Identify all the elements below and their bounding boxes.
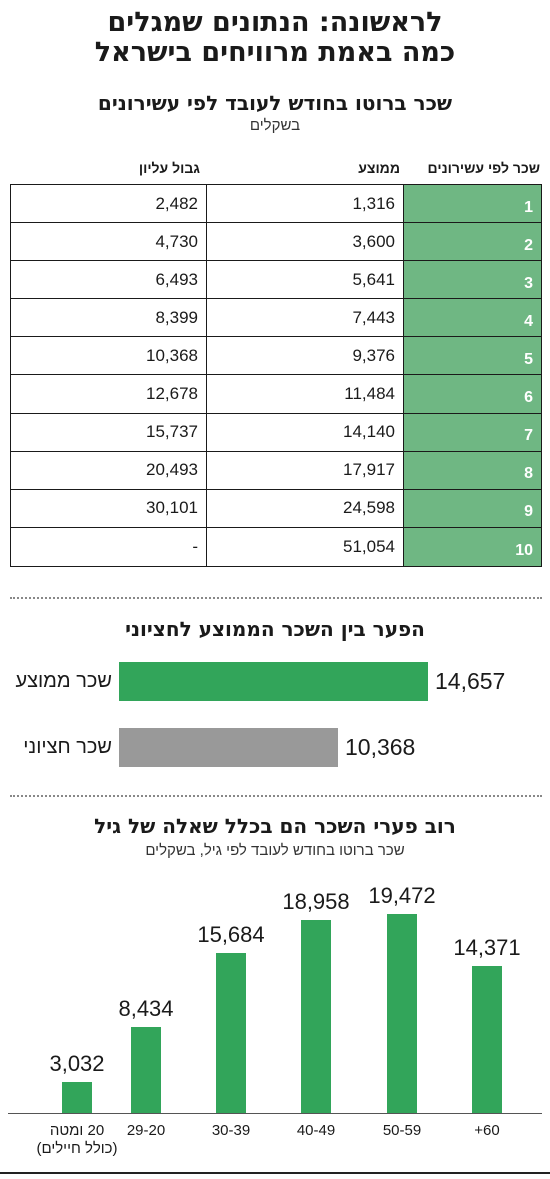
age-bar-value: 15,684: [197, 922, 265, 947]
average-cell: 5,641: [207, 261, 404, 299]
age-category-label: 50-59: [347, 1122, 457, 1140]
header-decile: שכר לפי עשירונים: [427, 160, 540, 176]
age-category-label: 40-49: [261, 1122, 371, 1140]
average-cell: 24,598: [207, 489, 404, 527]
age-bar: [62, 1082, 92, 1113]
table-row: 12,678 11,484 6: [11, 375, 541, 414]
section-divider: [10, 795, 542, 797]
table-title: שכר ברוטו בחודש לעובד לפי עשירונים: [97, 91, 453, 115]
average-cell: 9,376: [207, 337, 404, 375]
table-row: 6,493 5,641 3: [11, 261, 541, 300]
age-category-line: (כולל חיילים): [36, 1140, 118, 1157]
table-row: -51,054 10: [11, 527, 541, 566]
upper-bound-cell: 8,399: [11, 299, 207, 337]
decile-cell: 9: [404, 489, 541, 527]
average-cell: 51,054: [207, 527, 404, 566]
upper-bound-cell: 4,730: [11, 223, 207, 261]
upper-bound-cell: 20,493: [11, 451, 207, 489]
decile-cell: 10: [404, 527, 541, 566]
age-category-line: 20 ומטה: [49, 1122, 105, 1139]
age-chart-title: רוב פערי השכר הם בכלל שאלה של גיל: [94, 814, 456, 838]
average-cell: 1,316: [207, 185, 404, 223]
table-subtitle: בשקלים: [249, 117, 301, 134]
age-bar: [301, 920, 331, 1113]
decile-cell: 4: [404, 299, 541, 337]
upper-bound-cell: 6,493: [11, 261, 207, 299]
bottom-rule: [0, 1172, 550, 1174]
main-title-line1: לראשונה: הנתונים שמגלים: [107, 7, 443, 38]
main-title: לראשונה: הנתונים שמגלים כמה באמת מרוויחי…: [0, 8, 550, 68]
age-bar: [387, 914, 417, 1113]
decile-cell: 1: [404, 185, 541, 223]
gap-bar-label: שכר חציוני: [23, 736, 112, 758]
upper-bound-cell: 10,368: [11, 337, 207, 375]
decile-cell: 6: [404, 375, 541, 413]
upper-bound-cell: 30,101: [11, 489, 207, 527]
section-divider: [10, 597, 542, 599]
age-bar-value: 14,371: [453, 935, 521, 960]
table-row: 15,737 14,140 7: [11, 413, 541, 452]
decile-cell: 3: [404, 261, 541, 299]
gap-bar-value: 10,368: [345, 734, 416, 760]
gap-bar: [119, 728, 338, 767]
age-category-line: 40-49: [296, 1122, 336, 1139]
age-category-line: 29-20: [126, 1122, 166, 1139]
upper-bound-cell: 15,737: [11, 413, 207, 451]
age-bar-value: 19,472: [368, 883, 436, 908]
age-category-label: 20 ומטה (כולל חיילים): [22, 1122, 132, 1158]
age-bar: [216, 953, 246, 1113]
age-category-line: 60+: [474, 1122, 500, 1139]
gap-bar: [119, 662, 428, 701]
upper-bound-cell: -: [11, 527, 207, 566]
table-row: 4,730 3,600 2: [11, 223, 541, 262]
decile-cell: 8: [404, 451, 541, 489]
average-cell: 3,600: [207, 223, 404, 261]
age-chart-subtitle: שכר ברוטו בחודש לעובד לפי גיל, בשקלים: [145, 842, 405, 859]
age-category-line: 30-39: [211, 1122, 251, 1139]
table-row: 30,101 24,598 9: [11, 489, 541, 528]
table-row: 20,493 17,917 8: [11, 451, 541, 490]
decile-cell: 2: [404, 223, 541, 261]
main-title-line2: כמה באמת מרוויחים בישראל: [94, 37, 456, 68]
age-bar-value: 18,958: [282, 889, 350, 914]
table-row: 8,399 7,443 4: [11, 299, 541, 338]
salary-decile-table: 2,482 1,316 1 4,730 3,600 2 6,493 5,641 3 8,399 7,…: [10, 184, 542, 567]
age-bar: [131, 1027, 161, 1113]
age-chart-axis: [8, 1113, 542, 1114]
upper-bound-cell: 12,678: [11, 375, 207, 413]
decile-cell: 7: [404, 413, 541, 451]
age-category-line: 50-59: [382, 1122, 422, 1139]
age-category-label: 30-39: [176, 1122, 286, 1140]
header-average: ממוצע: [358, 160, 400, 176]
average-cell: 17,917: [207, 451, 404, 489]
age-bar-value: 3,032: [49, 1051, 105, 1076]
gap-bar-value: 14,657: [435, 668, 506, 694]
average-cell: 11,484: [207, 375, 404, 413]
average-cell: 14,140: [207, 413, 404, 451]
table-row: 10,368 9,376 5: [11, 337, 541, 376]
gap-bar-label: שכר ממוצע: [15, 670, 112, 692]
header-upper: גבול עליון: [138, 160, 200, 176]
decile-cell: 5: [404, 337, 541, 375]
upper-bound-cell: 2,482: [11, 185, 207, 223]
average-cell: 7,443: [207, 299, 404, 337]
gap-chart-title: הפער בין השכר הממוצע לחציוני: [125, 617, 425, 641]
age-bar-value: 8,434: [118, 996, 174, 1021]
age-bar: [472, 966, 502, 1113]
table-row: 2,482 1,316 1: [11, 185, 541, 224]
age-category-label: 29-20: [91, 1122, 201, 1140]
age-category-label: 60+: [432, 1122, 542, 1140]
